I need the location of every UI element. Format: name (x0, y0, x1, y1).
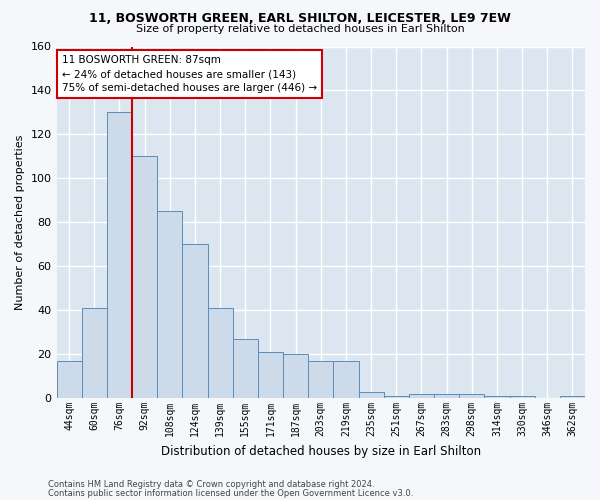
Bar (383, 396, 409, 398)
Bar (132, 156, 157, 398)
Bar (459, 394, 484, 398)
Bar (107, 112, 132, 398)
Bar (258, 352, 283, 398)
Bar (157, 212, 182, 398)
X-axis label: Distribution of detached houses by size in Earl Shilton: Distribution of detached houses by size … (161, 444, 481, 458)
Text: Contains public sector information licensed under the Open Government Licence v3: Contains public sector information licen… (48, 489, 413, 498)
Bar (82, 308, 107, 398)
Bar (560, 396, 585, 398)
Text: 11, BOSWORTH GREEN, EARL SHILTON, LEICESTER, LE9 7EW: 11, BOSWORTH GREEN, EARL SHILTON, LEICES… (89, 12, 511, 26)
Bar (509, 396, 535, 398)
Bar (308, 361, 334, 398)
Bar (484, 396, 509, 398)
Text: 11 BOSWORTH GREEN: 87sqm
← 24% of detached houses are smaller (143)
75% of semi-: 11 BOSWORTH GREEN: 87sqm ← 24% of detach… (62, 56, 317, 94)
Bar (434, 394, 459, 398)
Bar (208, 308, 233, 398)
Bar (283, 354, 308, 398)
Bar (359, 392, 383, 398)
Text: Contains HM Land Registry data © Crown copyright and database right 2024.: Contains HM Land Registry data © Crown c… (48, 480, 374, 489)
Bar (409, 394, 434, 398)
Bar (233, 339, 258, 398)
Bar (334, 361, 359, 398)
Text: Size of property relative to detached houses in Earl Shilton: Size of property relative to detached ho… (136, 24, 464, 34)
Y-axis label: Number of detached properties: Number of detached properties (15, 134, 25, 310)
Bar (182, 244, 208, 398)
Bar (56, 361, 82, 398)
